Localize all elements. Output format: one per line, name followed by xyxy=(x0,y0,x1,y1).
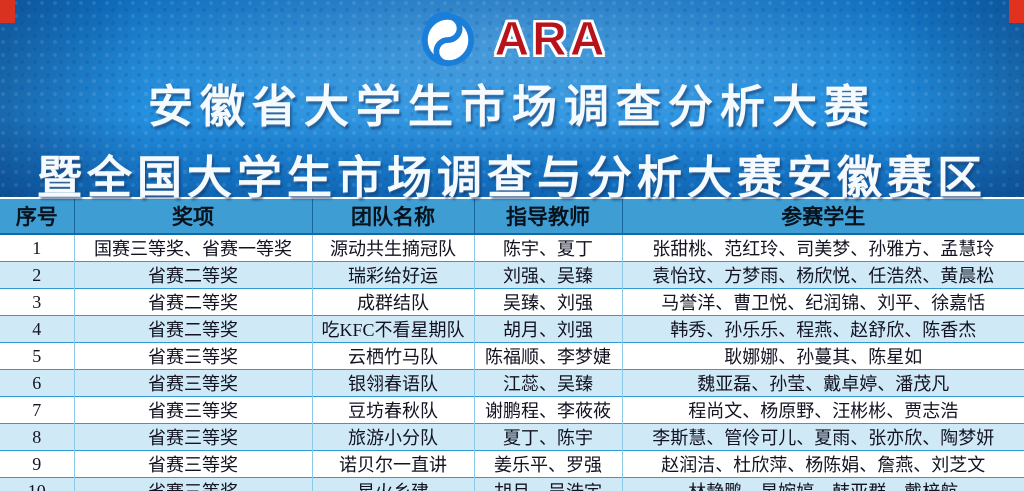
table-row: 3 省赛二等奖 成群结队 吴臻、刘强 马誉洋、曹卫悦、纪润锦、刘平、徐嘉恬 xyxy=(0,288,1024,316)
cell-team: 云栖竹马队 xyxy=(311,342,474,370)
cell-teachers: 江蕊、吴臻 xyxy=(473,369,622,397)
cell-students: 张甜桃、范红玲、司美梦、孙雅方、孟慧玲 xyxy=(621,234,1024,262)
cell-students: 魏亚磊、孙莹、戴卓婷、潘茂凡 xyxy=(621,369,1024,397)
cell-teachers: 陈福顺、李梦婕 xyxy=(473,342,622,370)
cell-teachers: 胡月、吴浩宇 xyxy=(473,477,622,491)
cell-teachers: 夏丁、陈宇 xyxy=(473,423,622,451)
table-row: 5 省赛三等奖 云栖竹马队 陈福顺、李梦婕 耿娜娜、孙蔓其、陈星如 xyxy=(0,342,1024,370)
cell-index: 5 xyxy=(0,342,74,370)
ara-swirl-logo-icon xyxy=(421,11,474,67)
cell-index: 9 xyxy=(0,450,74,478)
table-row: 10 省赛三等奖 星火乡建 胡月、吴浩宇 林静鹏、杲婉婷、韩亚群、戴梓航 xyxy=(0,477,1024,491)
cell-team: 瑞彩给好运 xyxy=(311,261,474,289)
cell-students: 赵润洁、杜欣萍、杨陈娟、詹燕、刘芝文 xyxy=(621,450,1024,478)
table-row: 4 省赛二等奖 吃KFC不看星期队 胡月、刘强 韩秀、孙乐乐、程燕、赵舒欣、陈香… xyxy=(0,315,1024,343)
cell-teachers: 姜乐平、罗强 xyxy=(473,450,622,478)
cell-index: 2 xyxy=(0,261,74,289)
cell-award: 省赛二等奖 xyxy=(73,288,312,316)
cell-award: 省赛三等奖 xyxy=(73,477,312,491)
cell-students: 韩秀、孙乐乐、程燕、赵舒欣、陈香杰 xyxy=(621,315,1024,343)
table-row: 8 省赛三等奖 旅游小分队 夏丁、陈宇 李斯慧、管伶可儿、夏雨、张亦欣、陶梦妍 xyxy=(0,423,1024,451)
cell-students: 袁怡玟、方梦雨、杨欣悦、任浩然、黄晨松 xyxy=(621,261,1024,289)
logo-row: ARA xyxy=(417,10,608,68)
table-row: 2 省赛二等奖 瑞彩给好运 刘强、吴臻 袁怡玟、方梦雨、杨欣悦、任浩然、黄晨松 xyxy=(0,261,1024,289)
cell-team: 旅游小分队 xyxy=(311,423,474,451)
cell-students: 马誉洋、曹卫悦、纪润锦、刘平、徐嘉恬 xyxy=(621,288,1024,316)
cell-award: 省赛二等奖 xyxy=(73,315,312,343)
column-header-award: 奖项 xyxy=(73,197,312,235)
cell-team: 吃KFC不看星期队 xyxy=(311,315,474,343)
cell-students: 林静鹏、杲婉婷、韩亚群、戴梓航 xyxy=(621,477,1024,491)
table-row: 9 省赛三等奖 诺贝尔一直讲 姜乐平、罗强 赵润洁、杜欣萍、杨陈娟、詹燕、刘芝文 xyxy=(0,450,1024,478)
cell-award: 国赛三等奖、省赛一等奖 xyxy=(73,234,312,262)
table-row: 7 省赛三等奖 豆坊春秋队 谢鹏程、李莜莜 程尚文、杨原野、汪彬彬、贾志浩 xyxy=(0,396,1024,424)
cell-team: 星火乡建 xyxy=(311,477,474,491)
cell-index: 4 xyxy=(0,315,74,343)
cell-index: 6 xyxy=(0,369,74,397)
table-row: 6 省赛三等奖 银翎春语队 江蕊、吴臻 魏亚磊、孙莹、戴卓婷、潘茂凡 xyxy=(0,369,1024,397)
banner: ARA 安徽省大学生市场调查分析大赛 暨全国大学生市场调查与分析大赛安徽赛区 xyxy=(0,0,1024,203)
title-line-1: 安徽省大学生市场调查分析大赛 xyxy=(147,81,876,132)
column-header-team: 团队名称 xyxy=(311,197,474,235)
cell-award: 省赛三等奖 xyxy=(73,342,312,370)
table-row: 1 国赛三等奖、省赛一等奖 源动共生摘冠队 陈宇、夏丁 张甜桃、范红玲、司美梦、… xyxy=(0,234,1024,262)
cell-team: 源动共生摘冠队 xyxy=(311,234,474,262)
table-header-row: 序号 奖项 团队名称 指导教师 参赛学生 xyxy=(0,197,1024,235)
cell-award: 省赛三等奖 xyxy=(73,369,312,397)
cell-index: 1 xyxy=(32,237,42,258)
title-line-2: 暨全国大学生市场调查与分析大赛安徽赛区 xyxy=(36,152,987,203)
cell-teachers: 谢鹏程、李莜莜 xyxy=(473,396,622,424)
awards-table: 序号 奖项 团队名称 指导教师 参赛学生 1 国赛三等奖、省赛一等奖 源动共生摘… xyxy=(0,197,1024,491)
ara-logo-text: ARA xyxy=(494,12,608,66)
cell-index: 10 xyxy=(0,477,74,491)
cell-award: 省赛三等奖 xyxy=(73,423,312,451)
column-header-index: 序号 xyxy=(0,197,74,235)
cell-team: 豆坊春秋队 xyxy=(311,396,474,424)
cell-teachers: 刘强、吴臻 xyxy=(473,261,622,289)
column-header-teachers: 指导教师 xyxy=(473,197,622,235)
cell-teachers: 陈宇、夏丁 xyxy=(473,234,622,262)
cell-students: 李斯慧、管伶可儿、夏雨、张亦欣、陶梦妍 xyxy=(621,423,1024,451)
cell-teachers: 吴臻、刘强 xyxy=(473,288,622,316)
cell-award: 省赛三等奖 xyxy=(73,450,312,478)
cell-award: 省赛三等奖 xyxy=(73,396,312,424)
cell-award: 省赛二等奖 xyxy=(73,261,312,289)
cell-students: 程尚文、杨原野、汪彬彬、贾志浩 xyxy=(621,396,1024,424)
cell-index: 7 xyxy=(0,396,74,424)
corner-accent-left xyxy=(0,0,15,23)
cell-index: 8 xyxy=(0,423,74,451)
cell-team: 银翎春语队 xyxy=(311,369,474,397)
cell-teachers: 胡月、刘强 xyxy=(473,315,622,343)
cell-team: 成群结队 xyxy=(311,288,474,316)
cell-students: 耿娜娜、孙蔓其、陈星如 xyxy=(621,342,1024,370)
corner-accent-right xyxy=(1009,0,1024,23)
cell-index: 3 xyxy=(0,288,74,316)
column-header-students: 参赛学生 xyxy=(621,197,1024,235)
cell-team: 诺贝尔一直讲 xyxy=(311,450,474,478)
